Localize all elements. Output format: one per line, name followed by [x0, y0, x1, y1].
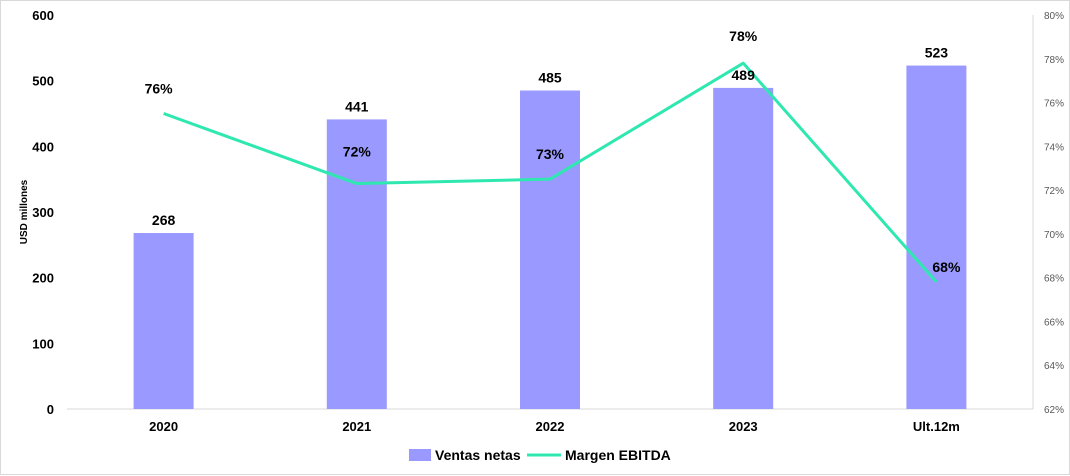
y-tick-label: 300	[32, 205, 54, 220]
y2-tick-label: 70%	[1044, 230, 1064, 241]
y-tick-label: 500	[32, 74, 54, 89]
y2-tick-label: 64%	[1044, 361, 1064, 372]
y-tick-label: 100	[32, 336, 54, 351]
line-data-label: 73%	[536, 146, 565, 162]
x-tick-label: 2022	[536, 419, 565, 434]
y-axis-title: USD millones	[19, 179, 30, 244]
y-tick-label: 400	[32, 139, 54, 154]
line-data-label: 68%	[932, 259, 961, 275]
line-data-label: 78%	[729, 28, 758, 44]
line-data-label: 76%	[145, 81, 174, 97]
bar-2022	[520, 91, 580, 409]
x-tick-label: 2020	[149, 419, 178, 434]
y2-tick-label: 76%	[1044, 99, 1064, 110]
y-tick-label: 0	[47, 402, 54, 417]
bar-2020	[134, 233, 194, 409]
bar-data-label: 441	[345, 98, 369, 114]
y-tick-label: 600	[32, 8, 54, 23]
bar-data-label: 523	[925, 45, 949, 61]
y2-tick-label: 62%	[1044, 405, 1064, 416]
legend-label-ventas-netas: Ventas netas	[435, 447, 521, 463]
x-axis-labels: 2020 2021 2022 2023 Ult.12m	[149, 419, 960, 434]
y2-tick-label: 72%	[1044, 186, 1064, 197]
bar-2021	[327, 119, 387, 409]
bar-ult-12m	[906, 66, 966, 409]
y2-tick-label: 66%	[1044, 317, 1064, 328]
x-tick-label: Ult.12m	[913, 419, 960, 434]
y-axis-right: 62% 64% 66% 68% 70% 72% 74% 76% 78% 80%	[1044, 11, 1064, 416]
y2-tick-label: 68%	[1044, 274, 1064, 285]
y2-tick-label: 80%	[1044, 11, 1064, 22]
bar-data-label: 268	[152, 212, 176, 228]
legend: Ventas netas Margen EBITDA	[409, 447, 671, 463]
y-axis-title-text: USD millones	[19, 179, 30, 244]
bar-data-label: 485	[538, 70, 562, 86]
y-axis-left: 0 100 200 300 400 500 600	[32, 8, 54, 417]
legend-label-margen-ebitda: Margen EBITDA	[565, 447, 671, 463]
bar-2023	[713, 88, 773, 409]
x-tick-label: 2021	[342, 419, 371, 434]
line-data-label: 72%	[343, 144, 372, 160]
x-tick-label: 2023	[729, 419, 758, 434]
bar-data-label: 489	[732, 67, 756, 83]
y-tick-label: 200	[32, 271, 54, 286]
legend-swatch-ventas-netas	[409, 449, 431, 461]
y2-tick-label: 74%	[1044, 142, 1064, 153]
bar-series	[134, 66, 967, 409]
y2-tick-label: 78%	[1044, 55, 1064, 66]
